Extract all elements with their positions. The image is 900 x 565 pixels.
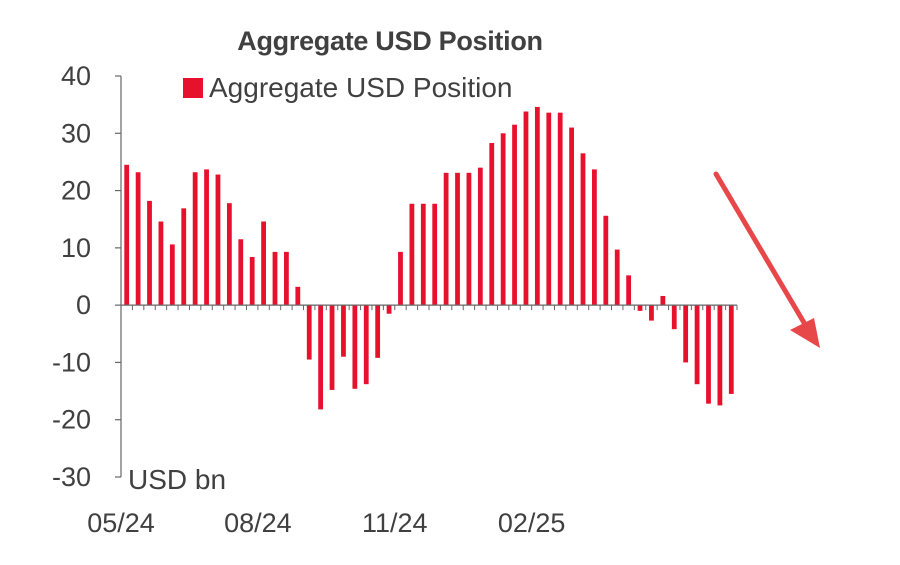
y-tick-label: 20 (61, 176, 91, 206)
bar (363, 305, 369, 385)
bar (523, 111, 529, 306)
bar (420, 203, 426, 306)
x-tick-label: 11/24 (362, 508, 428, 538)
bar (443, 172, 449, 306)
y-axis-unit-label: USD bn (128, 464, 227, 495)
legend-label: Aggregate USD Position (209, 72, 513, 103)
bar (204, 169, 209, 306)
y-ticks-group: 40 30 20 10 0 -10 -20 -30 (52, 61, 121, 492)
bar (637, 305, 643, 311)
bar (375, 305, 381, 358)
bar (557, 112, 563, 306)
bar (569, 127, 574, 306)
bar (295, 286, 301, 306)
bar (466, 172, 472, 306)
y-tick-label: -10 (52, 347, 91, 377)
bar (169, 244, 175, 306)
bar (238, 239, 244, 306)
bar (432, 203, 438, 306)
bar (603, 215, 609, 306)
bar (284, 251, 289, 306)
bar (181, 208, 187, 306)
x-tick-label: 02/25 (498, 508, 566, 538)
bar (386, 305, 392, 314)
bar (592, 169, 597, 306)
bar (717, 305, 723, 406)
bar (398, 251, 403, 306)
y-tick-label: -30 (52, 462, 91, 492)
bar (318, 305, 324, 410)
bar (534, 106, 540, 306)
bar (580, 153, 586, 306)
bar (649, 305, 654, 321)
y-tick-label: 30 (61, 118, 91, 148)
bar (341, 305, 346, 357)
bars-group (124, 106, 734, 410)
bar (192, 172, 198, 306)
bar (249, 257, 255, 306)
bar (626, 275, 632, 306)
annotation-group (713, 171, 820, 348)
bar (706, 305, 711, 404)
bar (352, 305, 358, 389)
chart-title: Aggregate USD Position (237, 26, 543, 56)
bar (489, 143, 495, 306)
bar (694, 305, 700, 385)
axes-group (120, 76, 738, 477)
y-tick-label: 10 (61, 233, 91, 263)
x-ticks-group: 05/24 08/24 11/24 02/25 (87, 508, 565, 538)
bar (226, 203, 232, 306)
bar (135, 172, 141, 306)
trend-arrow-head (790, 318, 820, 348)
bar (546, 112, 552, 306)
bar (660, 295, 666, 306)
bar (158, 221, 164, 306)
bar (306, 305, 312, 360)
bar (215, 174, 221, 306)
bar (614, 249, 620, 306)
legend-swatch (183, 78, 203, 98)
bar (455, 172, 460, 306)
bar (261, 221, 266, 306)
bar (409, 203, 415, 306)
bar (671, 305, 677, 330)
bar (329, 305, 335, 390)
bar (124, 164, 130, 306)
x-tick-label: 08/24 (224, 508, 292, 538)
bar (477, 167, 483, 306)
y-tick-label: -20 (52, 405, 91, 435)
x-tick-label: 05/24 (87, 508, 155, 538)
trend-arrow-shaft (713, 171, 809, 329)
bar (728, 305, 734, 394)
legend: Aggregate USD Position (183, 72, 513, 104)
bar (683, 305, 689, 363)
y-tick-label: 0 (76, 290, 91, 320)
bar (500, 133, 506, 306)
bar (272, 251, 278, 306)
bar (147, 200, 152, 306)
y-tick-label: 40 (61, 61, 91, 91)
bar (512, 124, 517, 306)
